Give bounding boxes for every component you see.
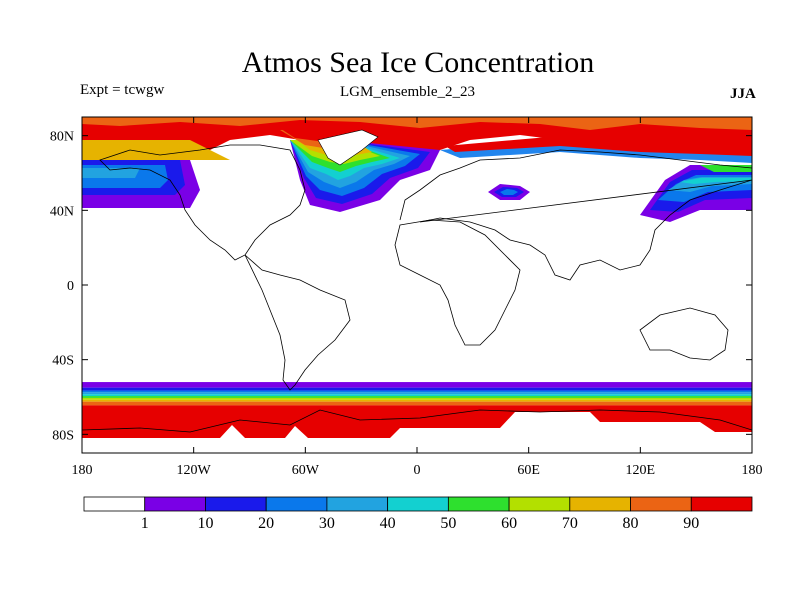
arctic-ice-field (82, 117, 752, 222)
antarctica-coast (82, 409, 752, 433)
colorbar: 1 10 20 30 40 50 60 70 80 90 (83, 496, 753, 532)
colorbar-label: 50 (440, 515, 456, 532)
colorbar-label: 20 (258, 515, 274, 532)
colorbar-swatch (265, 496, 328, 512)
ice-region (82, 117, 752, 130)
x-tick-label: 60W (292, 463, 320, 478)
colorbar-swatch (447, 496, 510, 512)
colorbar-swatch (690, 496, 753, 512)
colorbar-label: 70 (562, 515, 578, 532)
y-tick-label: 80N (50, 130, 74, 145)
greenland-land (317, 129, 379, 166)
x-tick-label: 180 (72, 463, 93, 478)
case-label: LGM_ensemble_2_23 (340, 84, 475, 100)
colorbar-swatch (569, 496, 631, 512)
ice-band (82, 397, 752, 400)
colorbar-label: 40 (380, 515, 396, 532)
south-america-coast (244, 254, 351, 391)
x-tick-label: 60E (517, 463, 540, 478)
y-tick-label: 80S (52, 428, 74, 443)
ice-band (82, 382, 752, 388)
y-tick-label: 40S (52, 354, 74, 369)
ice-region (82, 168, 140, 178)
ice-band (82, 396, 752, 398)
ice-region (82, 140, 230, 160)
ice-band (82, 387, 752, 391)
antarctica-land (82, 412, 752, 453)
southern-ice-field (82, 382, 752, 453)
season-label: JJA (730, 86, 756, 102)
eurasia-coast (399, 149, 752, 281)
colorbar-swatch (387, 496, 449, 512)
x-tick-label: 120W (177, 463, 212, 478)
ice-region (445, 136, 752, 156)
colorbar-label: 1 (141, 515, 149, 532)
colorbar-label: 80 (623, 515, 639, 532)
colorbar-label: 30 (319, 515, 335, 532)
x-axis: 180 120W 60W 0 60E 120E 180 (72, 117, 763, 478)
colorbar-swatch (326, 496, 389, 512)
colorbar-swatch (205, 496, 267, 512)
x-tick-label: 180 (742, 463, 763, 478)
colorbar-swatch (508, 496, 571, 512)
north-america-coast (99, 144, 306, 261)
ice-region (680, 178, 752, 184)
ice-band (82, 390, 752, 393)
plot-title: Atmos Sea Ice Concentration (241, 46, 595, 79)
map-area (82, 117, 752, 453)
ice-band (82, 394, 752, 397)
africa-coast (394, 219, 521, 346)
ice-band (82, 401, 752, 406)
experiment-label: Expt = tcwgw (80, 82, 165, 98)
x-tick-label: 120E (626, 463, 656, 478)
colorbar-swatch (144, 496, 206, 512)
coastlines (82, 144, 752, 433)
y-tick-label: 40N (50, 204, 74, 219)
ice-region (500, 189, 518, 195)
ice-band (82, 392, 752, 395)
y-tick-label: 0 (67, 279, 74, 294)
australia-coast (639, 307, 729, 361)
x-tick-label: 0 (414, 463, 421, 478)
colorbar-swatch (630, 496, 692, 512)
colorbar-label: 60 (501, 515, 517, 532)
colorbar-label: 90 (683, 515, 699, 532)
y-axis: 80N 40N 0 40S 80S (50, 130, 752, 443)
ice-band (82, 399, 752, 402)
colorbar-swatch (83, 496, 146, 512)
colorbar-label: 10 (197, 515, 213, 532)
